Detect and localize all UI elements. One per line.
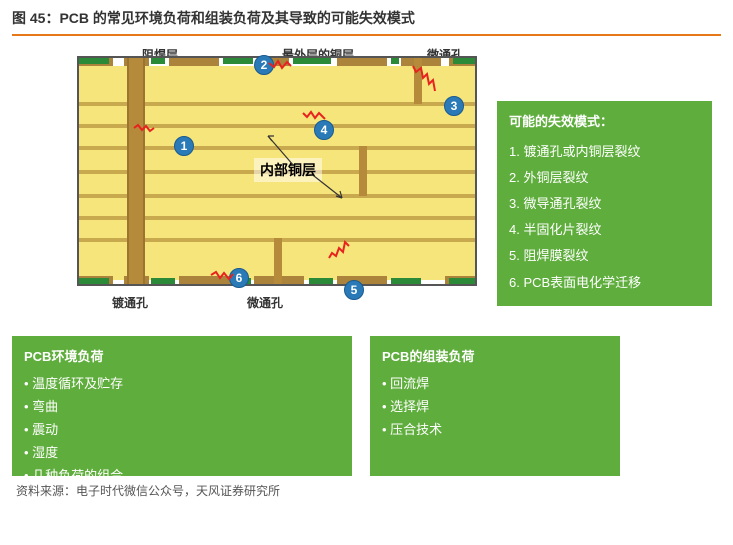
through-via <box>127 58 145 284</box>
micro-via-bot <box>274 238 282 284</box>
mode-item: 5. 阻焊膜裂纹 <box>509 243 700 269</box>
label-through-via: 镀通孔 <box>112 294 148 311</box>
label-micro-hole: 微通孔 <box>247 294 283 311</box>
panel-asm-title: PCB的组装负荷 <box>382 346 608 365</box>
figure-title: 图 45：PCB 的常见环境负荷和组装负荷及其导致的可能失效模式 <box>12 8 721 34</box>
env-item: 温度循环及贮存 <box>24 371 340 394</box>
panel-env-loads: PCB环境负荷 温度循环及贮存弯曲震动湿度几种负荷的组合 <box>12 336 352 476</box>
crack-6 <box>211 275 243 305</box>
mode-item: 1. 镀通孔或内铜层裂纹 <box>509 139 700 165</box>
title-divider <box>12 34 721 36</box>
env-item: 震动 <box>24 417 340 440</box>
crack-3 <box>413 66 463 96</box>
asm-item: 选择焊 <box>382 394 608 417</box>
mode-item: 4. 半固化片裂纹 <box>509 217 700 243</box>
env-item: 湿度 <box>24 440 340 463</box>
buried-via <box>359 146 367 196</box>
marker-1: 1 <box>174 136 194 156</box>
panel-failure-modes: 可能的失效模式： 1. 镀通孔或内铜层裂纹2. 外铜层裂纹3. 微导通孔裂纹4.… <box>497 101 712 306</box>
crack-4 <box>303 113 338 143</box>
env-item: 几种负荷的组合 <box>24 463 340 486</box>
mode-item: 2. 外铜层裂纹 <box>509 165 700 191</box>
panel-asm-loads: PCB的组装负荷 回流焊选择焊压合技术 <box>370 336 620 476</box>
crack-5 <box>329 258 369 288</box>
panel-env-title: PCB环境负荷 <box>24 346 340 365</box>
env-item: 弯曲 <box>24 394 340 417</box>
marker-3: 3 <box>444 96 464 116</box>
crack-1 <box>134 128 164 158</box>
pcb-cross-section: 内部铜层 123456 <box>77 56 477 286</box>
panel-modes-title: 可能的失效模式： <box>509 111 700 133</box>
asm-item: 回流焊 <box>382 371 608 394</box>
mode-item: 6. PCB表面电化学迁移 <box>509 270 700 296</box>
mode-item: 3. 微导通孔裂纹 <box>509 191 700 217</box>
crack-2 <box>269 63 301 93</box>
asm-item: 压合技术 <box>382 417 608 440</box>
figure-canvas: 阻焊层 最外层的铜层 微通孔 镀通孔 微通孔 <box>12 46 712 476</box>
